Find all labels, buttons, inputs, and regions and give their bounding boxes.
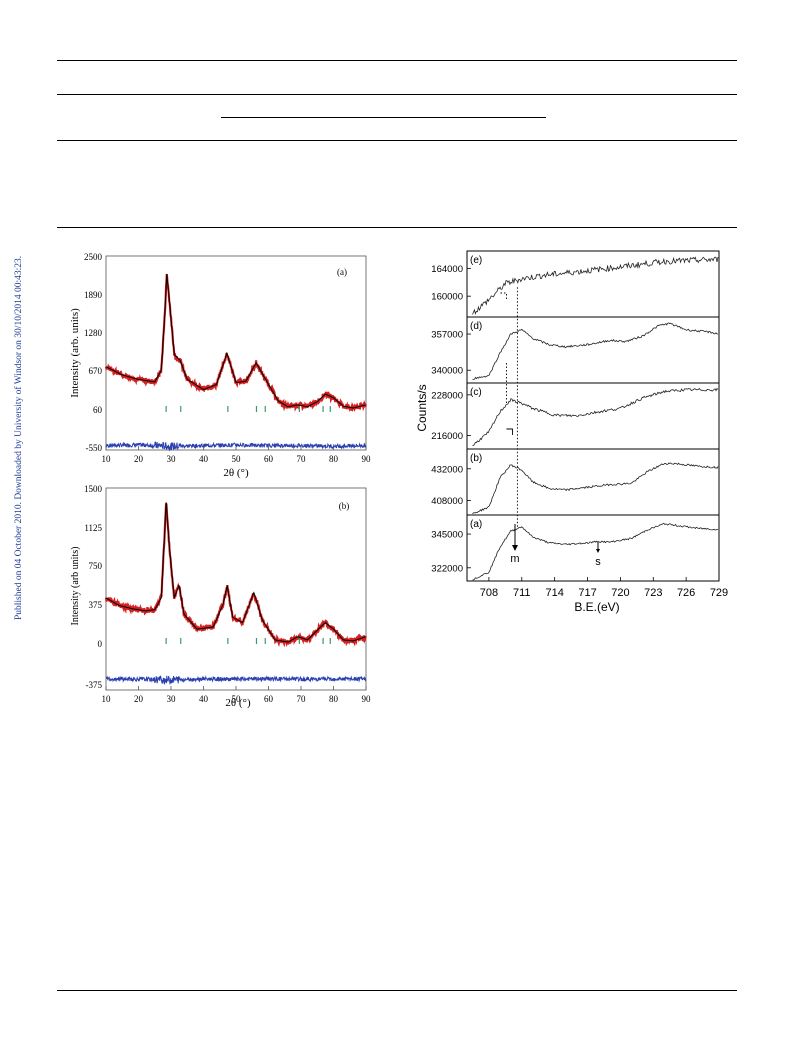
xrd-figure: (a) Intensity (arb. units) 2500 1890 128… xyxy=(69,252,372,709)
xps-x-tick-label-7: 729 xyxy=(710,587,728,599)
main-peak-label: m xyxy=(510,553,519,565)
xps-series-3 xyxy=(472,462,719,515)
xps-y-tick-label: 345000 xyxy=(431,530,463,541)
xrd-a-ytick-4: 60 xyxy=(93,405,103,415)
x-tick-label-2: 30 xyxy=(167,454,177,464)
header-rule-2 xyxy=(57,94,737,95)
xps-ylabel: Counts/s xyxy=(415,384,429,431)
x-tick-label-7: 80 xyxy=(329,694,339,704)
xps-y-tick-label: 160000 xyxy=(431,292,463,303)
xps-panel-label-2: (c) xyxy=(470,387,482,398)
xps-x-tick-label-4: 720 xyxy=(611,587,629,599)
xrd-a-ytick-0: 2500 xyxy=(84,252,103,262)
header-rule-4 xyxy=(57,227,737,228)
xps-y-tick-label: 216000 xyxy=(431,431,463,442)
xrd-b-ytick-3: 375 xyxy=(89,600,103,610)
xps-y-tick-label: 164000 xyxy=(431,264,463,275)
satellite-label: s xyxy=(595,556,601,568)
xps-panel-label-0: (e) xyxy=(470,255,482,266)
download-watermark: Published on 04 October 2010. Downloaded… xyxy=(14,255,24,620)
xps-y-tick-label: 408000 xyxy=(431,496,463,507)
header-rule-1 xyxy=(57,60,737,61)
x-tick-label-1: 20 xyxy=(134,454,144,464)
panel-c-step-marker xyxy=(506,428,513,435)
x-tick-label-1: 20 xyxy=(134,694,144,704)
xps-xlabel: B.E.(eV) xyxy=(574,600,619,614)
xps-series-4 xyxy=(472,522,719,581)
x-tick-label-7: 80 xyxy=(329,454,339,464)
xps-panel-label-4: (a) xyxy=(470,519,482,530)
x-tick-label-0: 10 xyxy=(102,694,112,704)
x-tick-label-5: 60 xyxy=(264,454,274,464)
satellite-arrowhead xyxy=(596,549,600,553)
xps-y-tick-label: 357000 xyxy=(431,330,463,341)
xps-series-0 xyxy=(472,256,719,315)
xrd-a-ylabel: Intensity (arb. units) xyxy=(69,308,81,398)
xrd-a-ytick-2: 1280 xyxy=(84,328,103,338)
xrd-panel-b-label: (b) xyxy=(339,501,350,511)
x-tick-label-6: 70 xyxy=(297,694,307,704)
xps-panel-label-3: (b) xyxy=(470,453,482,464)
difference-series xyxy=(105,675,367,686)
x-tick-label-8: 90 xyxy=(362,694,372,704)
xrd-panel-a-label: (a) xyxy=(337,267,347,277)
panel-e-shift-marker xyxy=(500,292,507,301)
xps-panel-label-1: (d) xyxy=(470,321,482,332)
xps-y-tick-label: 432000 xyxy=(431,464,463,475)
observed-series xyxy=(104,273,367,412)
calculated-series xyxy=(105,502,366,643)
xps-series-2 xyxy=(472,387,719,447)
xps-y-tick-label: 228000 xyxy=(431,390,463,401)
xrd-b-ytick-5: -375 xyxy=(86,680,103,690)
xps-y-tick-label: 322000 xyxy=(431,563,463,574)
xrd-a-ytick-3: 670 xyxy=(89,366,103,376)
xps-series-1 xyxy=(472,322,719,380)
header-rule-3 xyxy=(57,140,737,141)
xrd-panel-a-frame xyxy=(105,255,367,451)
xrd-b-xlabel: 2θ (°) xyxy=(225,697,251,709)
x-tick-label-0: 10 xyxy=(102,454,112,464)
xps-x-tick-label-3: 717 xyxy=(578,587,596,599)
x-tick-label-8: 90 xyxy=(362,454,372,464)
xrd-b-ytick-4: 0 xyxy=(98,639,103,649)
xps-x-tick-label-5: 723 xyxy=(644,587,662,599)
xrd-b-ytick-0: 1500 xyxy=(84,484,103,494)
xrd-a-xlabel: 2θ (°) xyxy=(223,467,249,479)
difference-series xyxy=(105,441,367,452)
x-tick-label-3: 40 xyxy=(199,454,209,464)
calculated-series xyxy=(105,273,366,409)
xrd-a-ytick-5: -550 xyxy=(86,443,103,453)
xps-x-tick-label-1: 711 xyxy=(513,587,531,599)
x-tick-label-4: 50 xyxy=(232,454,242,464)
header-rule-short xyxy=(221,117,546,118)
xrd-a-ytick-1: 1890 xyxy=(84,290,103,300)
xps-y-tick-label: 340000 xyxy=(431,366,463,377)
xrd-panel-b-frame xyxy=(105,487,367,691)
xrd-b-ytick-1: 1125 xyxy=(84,523,102,533)
xps-x-tick-label-2: 714 xyxy=(545,587,563,599)
xps-x-tick-label-6: 726 xyxy=(677,587,695,599)
xrd-b-ytick-2: 750 xyxy=(89,561,103,571)
main-peak-arrowhead xyxy=(512,545,518,551)
x-tick-label-6: 70 xyxy=(297,454,307,464)
x-tick-label-3: 40 xyxy=(199,694,209,704)
xps-figure: (e) 164000 160000 (d) 357000 340000 (c) 228000 2… xyxy=(415,250,728,614)
xps-frame xyxy=(466,250,720,582)
x-tick-label-2: 30 xyxy=(167,694,177,704)
footer-rule xyxy=(57,990,737,991)
xps-x-tick-label-0: 708 xyxy=(480,587,498,599)
x-tick-label-4: 50 xyxy=(232,694,242,704)
x-tick-label-5: 60 xyxy=(264,694,274,704)
xrd-b-ylabel: Intensity (arb units) xyxy=(70,547,81,626)
